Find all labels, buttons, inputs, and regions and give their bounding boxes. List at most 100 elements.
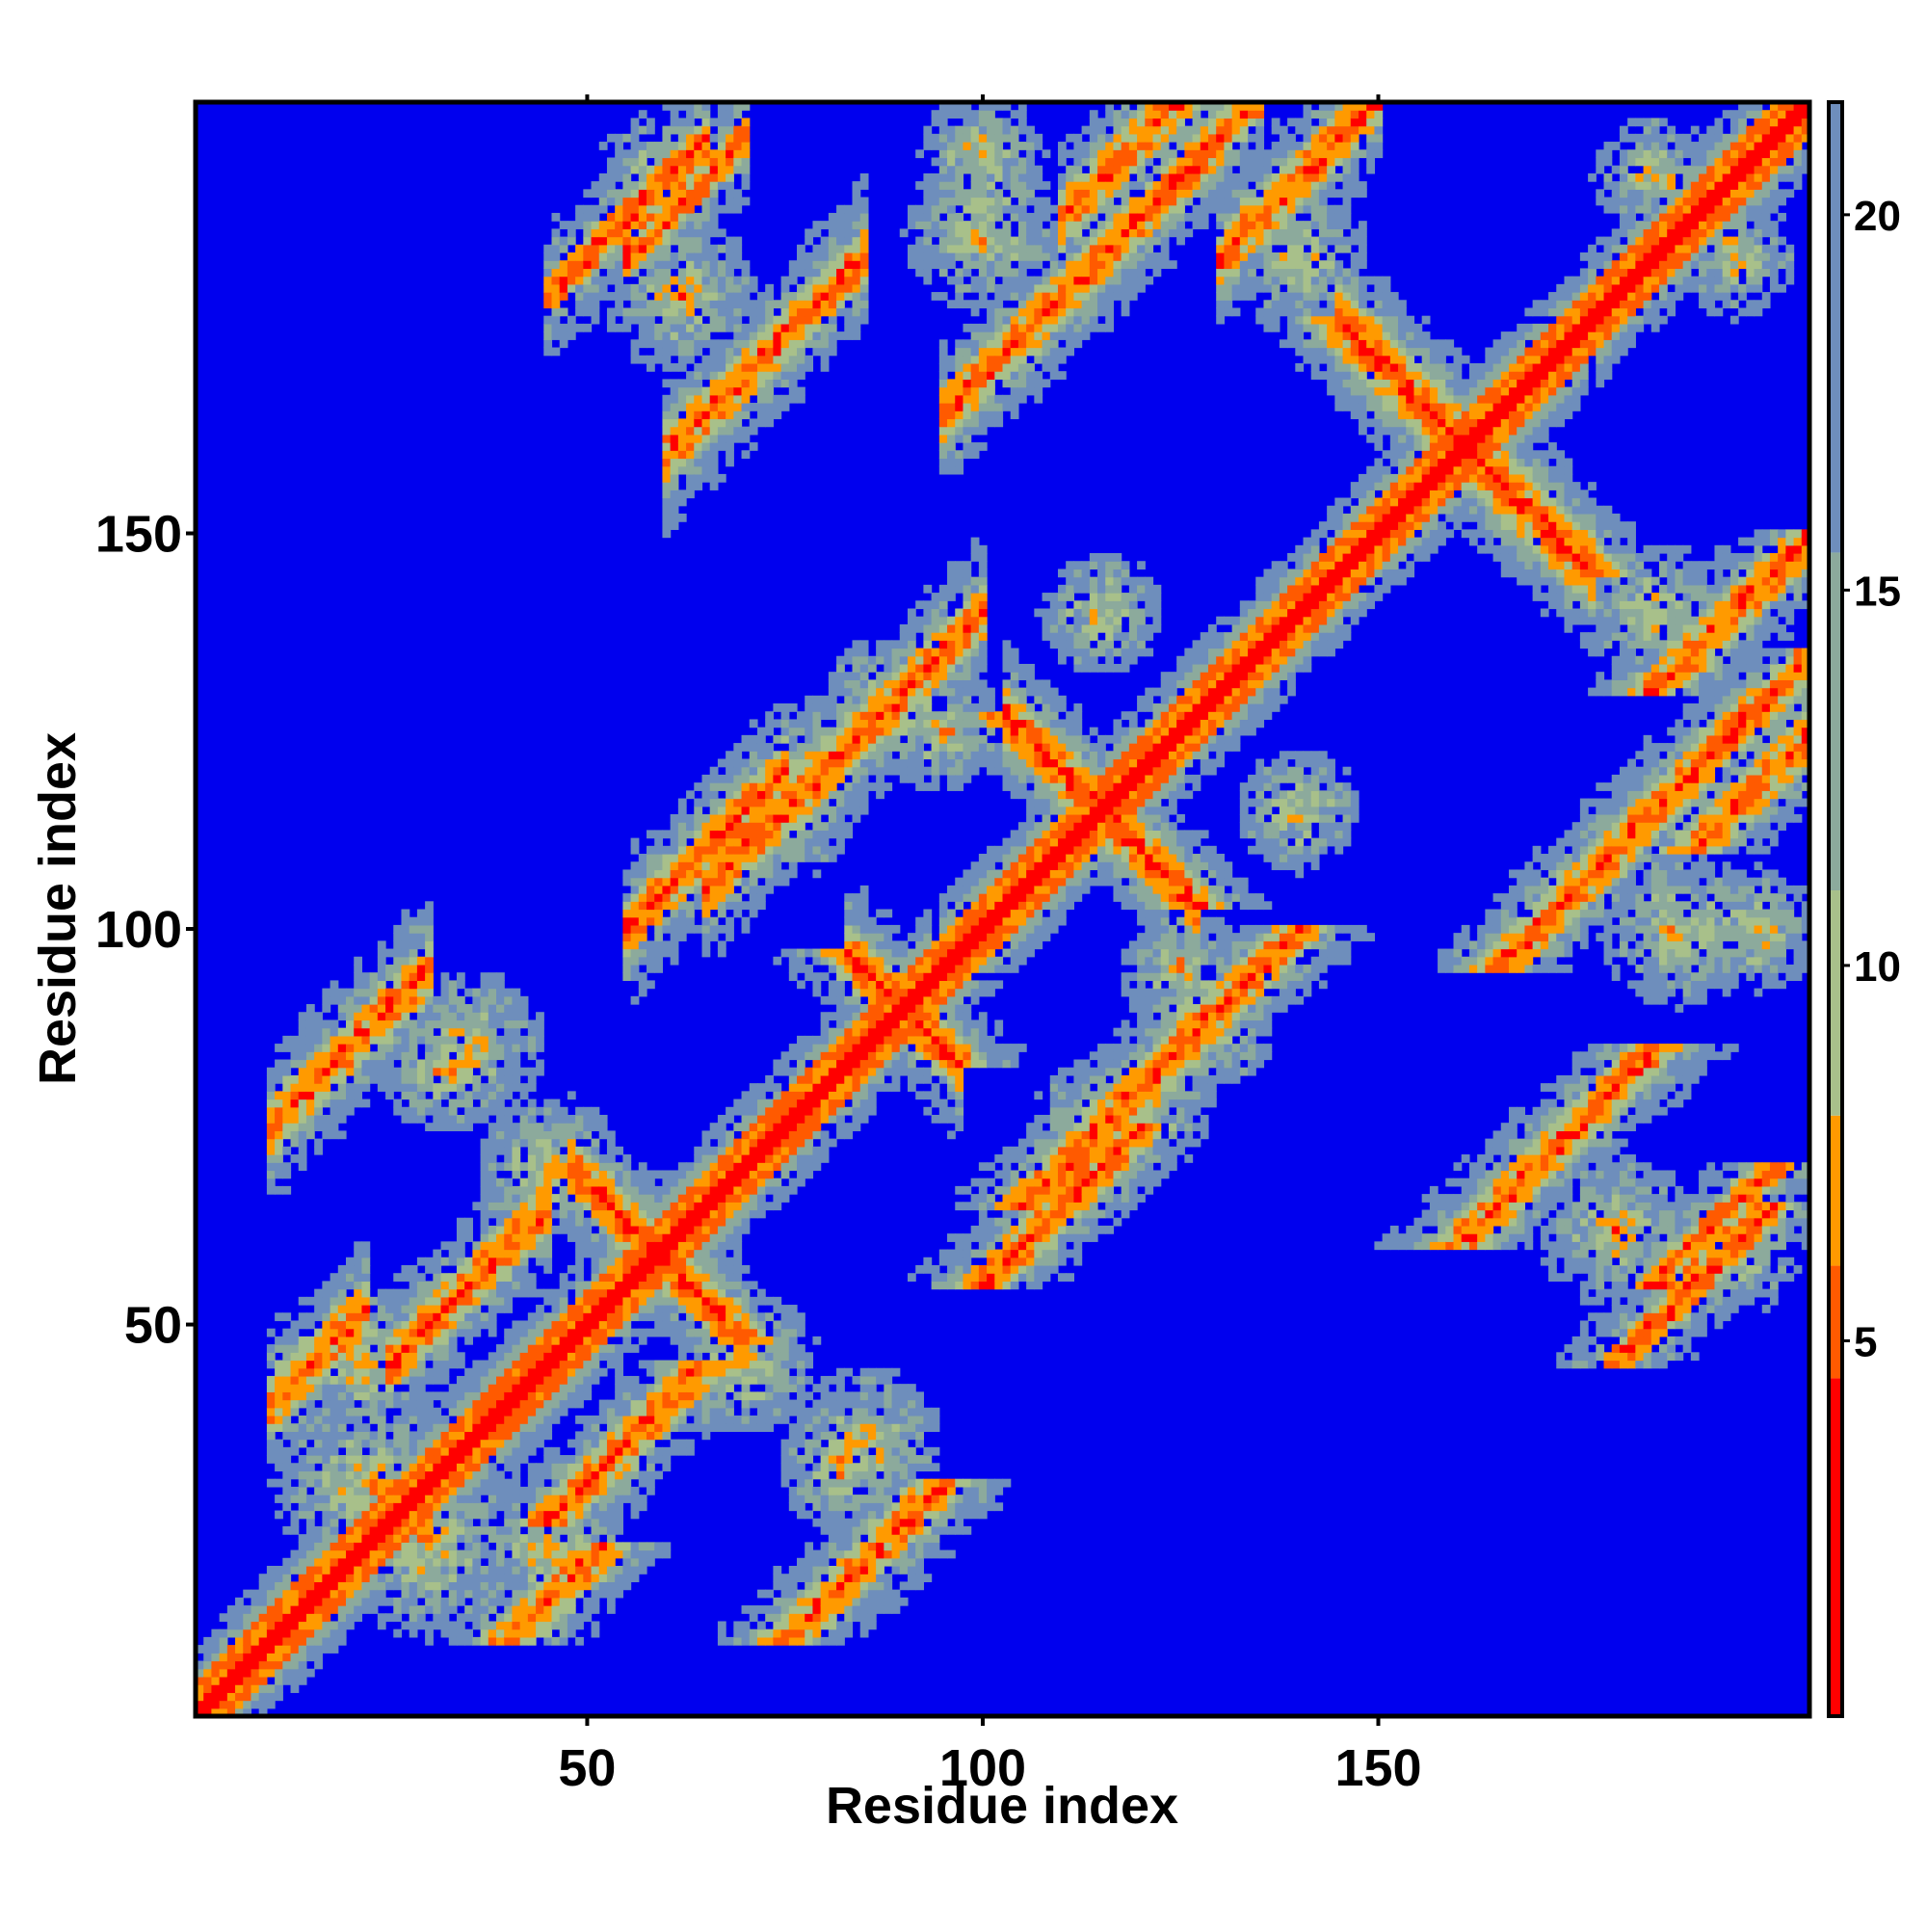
heatmap-cell [472,1415,482,1424]
heatmap-cell [780,1185,790,1195]
heatmap-cell [615,260,623,270]
heatmap-cell [741,355,751,364]
heatmap-cell [346,1336,355,1345]
heatmap-cell [275,1668,283,1678]
heatmap-cell [361,1534,371,1543]
heatmap-cell [726,1407,734,1416]
heatmap-cell [337,1549,347,1559]
heatmap-cell [598,1257,608,1266]
heatmap-cell [416,1296,426,1306]
heatmap-cell [583,1194,593,1203]
heatmap-cell [662,490,672,499]
heatmap-cell [377,1495,386,1503]
heatmap-cell [282,1185,292,1195]
heatmap-cell [543,1518,553,1527]
heatmap-cell [551,1098,561,1108]
heatmap-cell [630,1281,640,1290]
heatmap-cell [385,1557,394,1567]
heatmap-cell [258,1676,268,1685]
heatmap-cell [322,988,331,997]
heatmap-cell [504,1399,514,1409]
heatmap-cell [346,1525,355,1535]
heatmap-cell [647,861,655,871]
heatmap-cell [615,1305,623,1313]
heatmap-cell [488,1628,497,1638]
heatmap-cell [456,1352,465,1362]
heatmap-cell [780,1621,790,1630]
heatmap-cell [346,1035,355,1045]
heatmap-cell [480,1035,489,1045]
heatmap-cell [788,1581,798,1591]
heatmap-cell [425,1288,434,1298]
heatmap-cell [322,1336,331,1345]
heatmap-cell [630,916,640,926]
heatmap-cell [290,1059,300,1069]
heatmap-cell [615,1320,623,1330]
heatmap-cell [361,1431,371,1441]
heatmap-cell [330,1067,339,1076]
heatmap-cell [567,1178,576,1187]
heatmap-cell [733,1241,743,1251]
heatmap-cell [536,1130,544,1140]
heatmap-cell [717,1178,726,1187]
heatmap-cell [741,386,751,396]
heatmap-cell [773,1194,782,1203]
heatmap-cell [488,1495,497,1503]
heatmap-cell [464,1035,473,1045]
heatmap-cell [480,1241,489,1251]
heatmap-cell [670,909,679,918]
heatmap-cell [425,1525,434,1535]
heatmap-cell [519,1352,529,1362]
heatmap-cell [630,901,640,911]
heatmap-cell [749,331,758,340]
heatmap-cell [305,1123,315,1131]
heatmap-cell [701,1257,711,1266]
heatmap-cell [662,1194,672,1203]
heatmap-cell [756,1312,766,1322]
heatmap-cell [780,1391,790,1401]
heatmap-cell [756,1138,766,1148]
heatmap-cell [519,1344,529,1353]
heatmap-cell [591,221,600,229]
heatmap-cell [630,142,640,150]
heatmap-cell [377,1431,386,1441]
heatmap-cell [433,1012,442,1021]
heatmap-cell [440,1328,450,1337]
heatmap-cell [765,355,774,364]
heatmap-cell [504,1534,514,1543]
heatmap-cell [677,315,687,325]
heatmap-cell [416,1423,426,1433]
heatmap-cell [226,1700,236,1709]
heatmap-cell [456,1439,465,1448]
heatmap-cell [472,1035,482,1045]
heatmap-cell [780,307,790,317]
heatmap-cell [425,1478,434,1488]
heatmap-cell [701,1415,711,1424]
heatmap-cell [314,1296,323,1306]
heatmap-cell [480,1027,489,1037]
heatmap-cell [305,1051,315,1061]
heatmap-cell [266,1123,276,1131]
heatmap-cell [456,1581,465,1591]
heatmap-cell [701,948,711,958]
heatmap-cell [575,1439,584,1448]
heatmap-cell [622,1391,632,1401]
heatmap-cell [251,1684,260,1693]
heatmap-cell [726,1106,734,1116]
heatmap-cell [551,1209,561,1219]
heatmap-cell [409,1367,418,1377]
heatmap-cell [749,1320,758,1330]
heatmap-cell [622,172,632,182]
heatmap-cell [709,118,719,127]
heatmap-cell [401,1557,410,1567]
heatmap-cell [401,1502,410,1512]
heatmap-cell [630,1328,640,1337]
heatmap-cell [527,1534,537,1543]
heatmap-cell [717,323,726,332]
heatmap-cell [448,1360,458,1369]
heatmap-cell [622,181,632,190]
heatmap-cell [275,1162,283,1172]
heatmap-cell [266,1399,276,1409]
heatmap-cell [606,1273,616,1283]
heatmap-cell [670,1360,679,1369]
